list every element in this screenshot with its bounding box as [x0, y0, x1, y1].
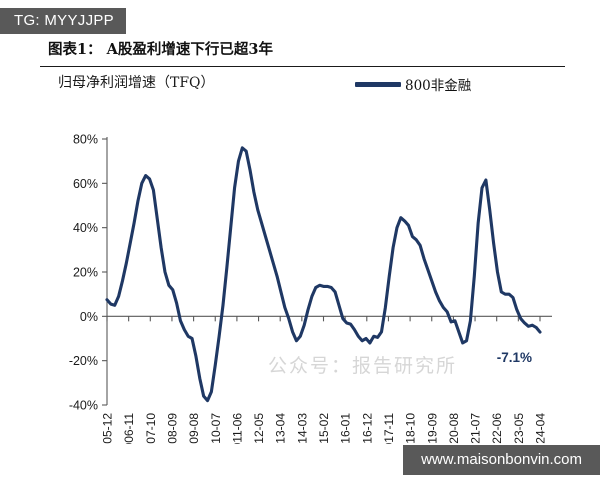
svg-text:2018-10: 2018-10	[404, 413, 418, 444]
svg-text:2013-04: 2013-04	[274, 413, 288, 444]
svg-text:2012-05: 2012-05	[252, 413, 266, 444]
svg-text:2022-06: 2022-06	[490, 413, 504, 444]
figure-card: 图表1： A股盈利增速下行已超3年 归母净利润增速（TFQ） 800非金融 公众…	[40, 34, 565, 444]
svg-text:40%: 40%	[73, 221, 98, 235]
svg-text:2017-11: 2017-11	[382, 413, 396, 444]
svg-text:80%: 80%	[73, 133, 98, 147]
svg-text:2020-08: 2020-08	[447, 413, 461, 444]
svg-text:2005-12: 2005-12	[101, 413, 115, 444]
x-axis-labels: 2005-12 2006-11 2007-10 2008-09 2009-08 2010-…	[101, 413, 548, 444]
svg-text:2014-03: 2014-03	[295, 413, 309, 444]
svg-text:2024-04: 2024-04	[534, 413, 548, 444]
svg-text:60%: 60%	[73, 177, 98, 191]
chart-area: 归母净利润增速（TFQ） 800非金融 公众号：报告研究所 80% 60% 40% 2…	[40, 64, 565, 444]
svg-text:2008-09: 2008-09	[165, 413, 179, 444]
svg-text:20%: 20%	[73, 266, 98, 280]
figure-title: 图表1： A股盈利增速下行已超3年	[40, 34, 565, 67]
svg-text:2015-02: 2015-02	[317, 413, 331, 444]
chart-annotations: -7.1%	[497, 350, 532, 365]
svg-text:0%: 0%	[80, 310, 98, 324]
svg-text:2021-07: 2021-07	[469, 413, 483, 444]
svg-text:2007-10: 2007-10	[144, 413, 158, 444]
svg-text:2011-06: 2011-06	[230, 413, 244, 444]
svg-text:2006-11: 2006-11	[122, 413, 136, 444]
y-axis-ticks: 80% 60% 40% 20% 0% -20% -40%	[69, 133, 107, 413]
svg-text:2016-01: 2016-01	[339, 413, 353, 444]
telegram-tag-badge: TG: MYYJJPP	[0, 8, 126, 34]
svg-text:2023-05: 2023-05	[512, 413, 526, 444]
series-group	[105, 146, 542, 403]
legend-label: 800非金融	[405, 78, 472, 94]
site-watermark-badge: www.maisonbonvin.com	[403, 445, 600, 475]
svg-text:2019-09: 2019-09	[425, 413, 439, 444]
chart-legend: 800非金融	[355, 74, 471, 94]
svg-text:2009-08: 2009-08	[187, 413, 201, 444]
chart-axis-title: 归母净利润增速（TFQ）	[58, 75, 215, 91]
x-axis-ticks	[106, 316, 541, 322]
svg-text:-40%: -40%	[69, 399, 98, 413]
series-line-800-nonfinancial	[105, 146, 542, 403]
svg-text:2010-07: 2010-07	[209, 413, 223, 444]
chart-axes	[106, 137, 552, 405]
legend-swatch-icon	[355, 81, 401, 87]
line-chart-svg: 80%60%40%20%0%-20%-40% 2005-12 2006-11 200…	[69, 133, 552, 444]
svg-text:2016-12: 2016-12	[360, 413, 374, 444]
svg-text:-20%: -20%	[69, 354, 98, 368]
last-value-annotation: -7.1%	[497, 350, 532, 365]
